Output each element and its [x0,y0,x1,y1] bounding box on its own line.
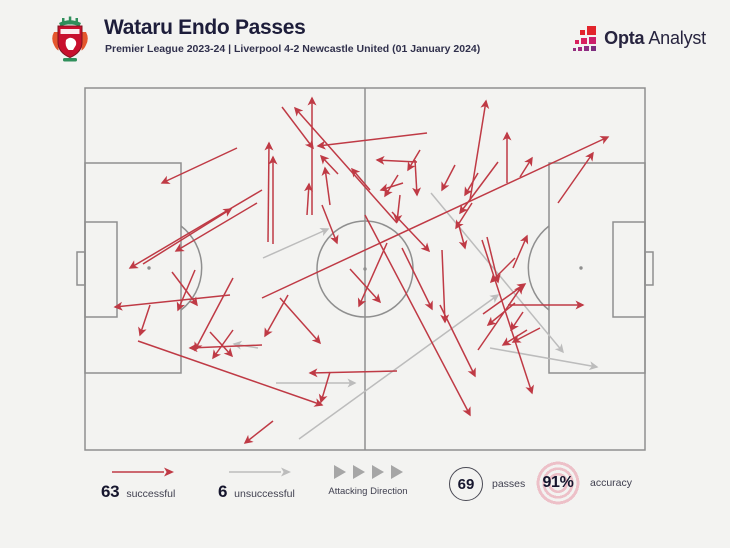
liverpool-crest-icon [52,16,88,62]
pass-arrow-successful [489,257,516,284]
pass-arrow-successful [138,304,151,337]
successful-label: successful [126,488,176,500]
pass-arrow-successful [316,132,428,150]
page-subtitle: Premier League 2023-24 | Liverpool 4-2 N… [105,43,481,55]
pass-arrow-successful [351,167,371,191]
pass-arrow-successful [384,174,399,198]
pass-arrow-successful [391,211,431,253]
pass-arrow-successful [510,311,524,332]
pass-arrow-successful [137,340,324,407]
pass-arrow-unsuccessful [262,227,330,259]
pass-arrow-successful [171,271,198,307]
analyst-word: Analyst [648,28,706,48]
accuracy-rings: 91% [535,460,581,506]
pass-arrow-unsuccessful [298,294,500,440]
passes-layer [113,96,610,444]
accuracy-value: 91% [542,474,574,491]
pass-arrow-successful [128,189,263,269]
pass-arrow-successful [401,247,433,311]
pass-arrow-successful [439,304,476,378]
pass-arrow-successful [194,277,234,352]
pass-arrow-successful [364,214,471,417]
right-penalty-spot [579,266,583,270]
pass-arrow-successful [113,294,231,311]
pass-arrow-successful [261,136,610,299]
pass-arrow-successful [511,327,541,343]
pass-arrow-successful [209,331,234,358]
pass-arrow-successful [279,297,321,345]
pass-arrow-successful [477,284,523,351]
pass-arrow-successful [160,147,238,184]
pass-arrow-unsuccessful [430,192,564,354]
pass-arrow-successful [321,204,339,245]
pass-arrow-successful [243,420,274,444]
pass-arrow-successful [512,234,529,269]
pitch-markings [76,87,654,451]
passes-label: passes [492,478,526,490]
pass-arrow-unsuccessful [489,347,599,371]
pass-arrow-successful [557,151,594,204]
pass-arrow-successful [188,343,263,353]
legend-successful: 63 successful [101,464,177,502]
attacking-direction-icon [333,465,403,479]
left-goal-area [84,221,118,318]
opta-analyst-wordmark: Opta Analyst [604,28,706,49]
pass-arrow-successful [375,155,418,165]
pass-arrow-successful [319,154,339,175]
pass-arrow-successful [264,141,274,243]
pass-arrow-successful [349,268,382,304]
pass-arrow-successful [440,249,450,324]
pass-arrow-successful [407,149,421,172]
center-spot [363,267,367,271]
right-goal [644,251,654,286]
pass-arrow-successful [142,208,233,265]
pass-arrow-successful [464,172,479,197]
unsuccessful-label: unsuccessful [234,488,295,500]
successful-arrow-icon [112,467,174,477]
successful-count: 63 [101,482,120,501]
right-goal-area [612,221,646,318]
left-goal [76,251,86,286]
page-title: Wataru Endo Passes [104,16,306,39]
pass-arrow-successful [486,302,516,326]
pass-arrow-successful [441,164,456,192]
right-penalty-arc [527,225,550,311]
legend-unsuccessful: 6 unsuccessful [218,464,295,502]
pass-arrow-successful [174,202,258,252]
pass-arrow-successful [264,294,289,338]
passes-stat: 69 passes [449,467,525,501]
pass-arrow-successful [321,166,331,206]
pass-arrow-successful [357,242,388,308]
attacking-direction-label: Attacking Direction [328,486,408,497]
pass-arrow-successful [412,159,422,197]
pass-arrow-successful [457,221,468,250]
pass-arrow-successful [294,106,398,224]
pass-arrow-successful [304,182,314,216]
pass-arrow-successful [469,99,490,201]
opta-word: Opta [604,28,645,48]
pass-arrow-successful [281,106,314,150]
passes-count-badge: 69 [449,467,483,501]
pass-arrow-successful [318,371,331,404]
unsuccessful-arrow-icon [229,467,291,477]
opta-squares-icon [573,26,597,51]
pass-arrow-successful [308,368,398,378]
attacking-direction-legend: Attacking Direction [325,462,411,497]
pass-arrow-successful [212,329,234,360]
left-penalty-box [84,162,182,374]
pass-arrow-successful [519,156,533,178]
accuracy-label: accuracy [590,477,633,489]
pass-arrow-successful [459,161,499,215]
accuracy-stat: 91% accuracy [535,460,632,506]
unsuccessful-count: 6 [218,482,228,501]
left-penalty-spot [147,266,151,270]
opta-analyst-logo: Opta Analyst [573,26,706,51]
pass-arrow-successful [481,239,534,395]
